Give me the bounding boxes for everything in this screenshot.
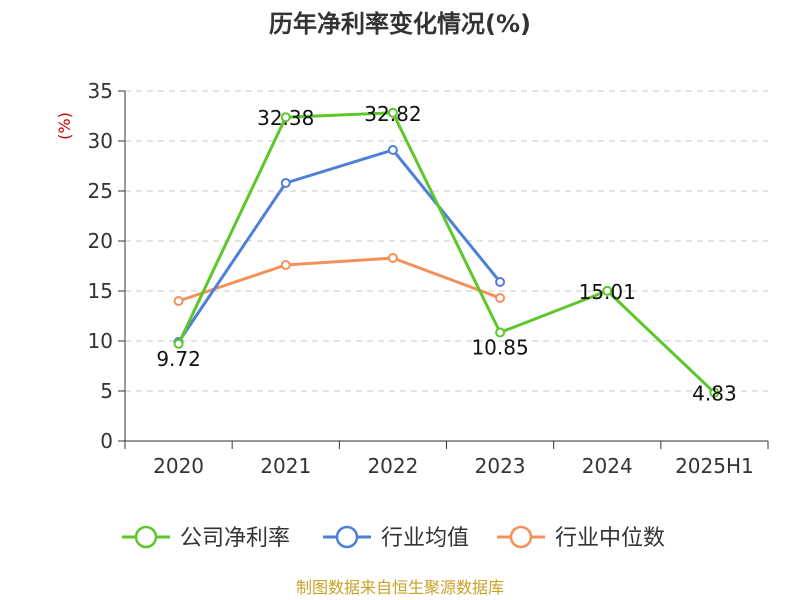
legend-swatch-marker [134,525,158,549]
data-point[interactable] [602,285,613,296]
x-tick-label: 2023 [475,454,526,478]
data-point[interactable] [387,107,398,118]
data-point[interactable] [709,387,720,398]
legend-item-0[interactable]: 公司净利率 [122,525,290,551]
source-note: 制图数据来自恒生聚源数据库 [296,578,504,597]
y-tick-label: 10 [88,329,113,353]
legend-label: 行业中位数 [555,526,665,551]
data-point[interactable] [495,293,506,303]
legend-item-1[interactable]: 行业均值 [323,525,469,551]
x-tick-label: 2024 [582,454,633,478]
y-tick-label: 5 [100,379,113,403]
data-point[interactable] [387,145,398,155]
y-tick-label: 20 [88,229,113,253]
data-label: 32.38 [257,106,314,130]
grid-lines [125,90,768,392]
data-label: 4.83 [692,382,737,406]
x-tick-label: 2025H1 [675,454,754,478]
legend-item-2[interactable]: 行业中位数 [497,525,665,551]
legend-swatch-marker [509,525,533,549]
data-label: 15.01 [579,280,636,304]
series-line-0 [177,111,716,394]
data-point[interactable] [280,112,291,123]
x-tick-label: 2022 [367,454,418,478]
y-tick-label: 15 [88,279,113,303]
data-point[interactable] [280,178,291,188]
y-tick-label: 30 [88,129,113,153]
series-line-2 [178,256,501,303]
series-lines [173,107,720,398]
y-tick-label: 0 [100,429,113,453]
data-point[interactable] [173,296,184,306]
data-label: 9.72 [156,347,201,371]
legend-label: 公司净利率 [180,526,290,551]
legend-label: 行业均值 [381,526,469,551]
x-tick-label: 2021 [260,454,311,478]
data-labels: 9.72 32.38 32.82 10.85 15.01 4.83 [156,102,736,406]
y-axis-unit: (%) [55,112,74,140]
chart-title: 历年净利率变化情况(%) [269,10,531,38]
legend[interactable]: 公司净利率 行业均值 行业中位数 [122,525,665,551]
y-tick-label: 35 [88,79,113,103]
data-point[interactable] [495,327,506,338]
data-point[interactable] [495,277,506,287]
series-line-1 [177,148,502,343]
data-label: 32.82 [364,102,421,126]
data-point[interactable] [387,253,398,263]
data-point[interactable] [280,260,291,270]
data-label: 10.85 [471,336,528,360]
axes: 0 5 10 15 20 25 30 35 2020 2021 2022 2023 2024 2025H1 [88,79,769,478]
x-tick-label: 2020 [153,454,204,478]
y-tick-label: 25 [88,179,113,203]
legend-swatch-marker [335,525,359,549]
data-point[interactable] [173,338,184,349]
